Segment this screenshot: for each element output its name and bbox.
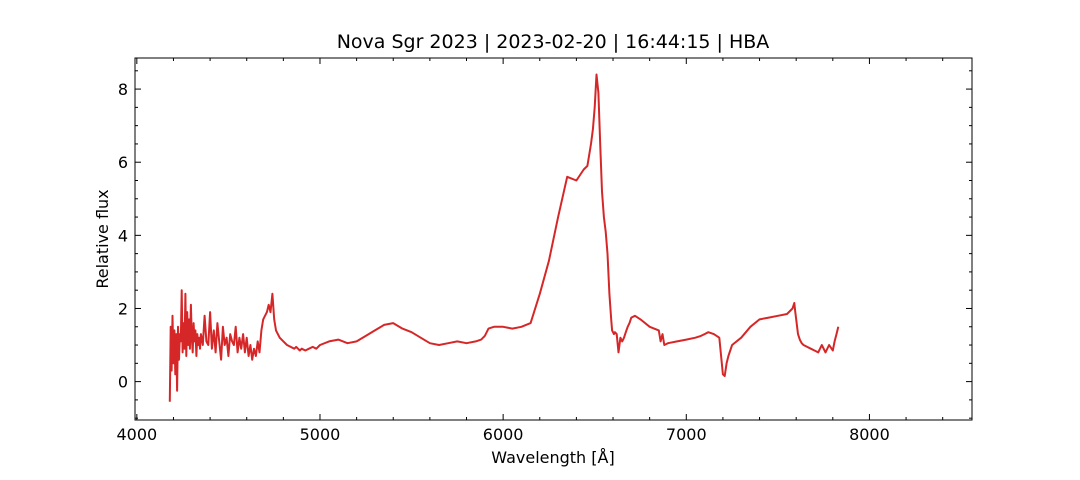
y-axis: 0 2 4 6 8	[118, 70, 972, 419]
y-tick-label: 4	[118, 226, 128, 245]
y-tick-label: 2	[118, 299, 128, 318]
x-axis: 4000 5000 6000 7000 8000	[116, 58, 944, 444]
plot-frame	[134, 57, 973, 421]
y-tick-label: 8	[118, 80, 128, 99]
x-tick-label: 6000	[483, 425, 524, 444]
x-tick-label: 4000	[116, 425, 157, 444]
y-tick-label: 0	[118, 373, 128, 392]
x-tick-label: 5000	[300, 425, 341, 444]
plot-area	[168, 73, 840, 402]
x-tick-label: 8000	[849, 425, 890, 444]
x-axis-label: Wavelength [Å]	[491, 448, 614, 467]
spectrum-line	[168, 73, 840, 402]
y-axis-label: Relative flux	[93, 189, 112, 288]
y-tick-label: 6	[118, 153, 128, 172]
x-tick-label: 7000	[666, 425, 707, 444]
chart-title: Nova Sgr 2023 | 2023-02-20 | 16:44:15 | …	[337, 31, 770, 53]
